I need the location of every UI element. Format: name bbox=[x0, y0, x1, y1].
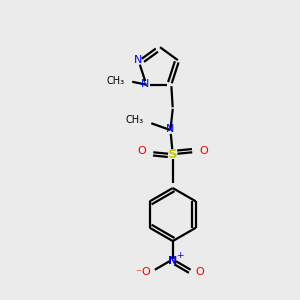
Text: S: S bbox=[168, 148, 178, 161]
Text: ⁻: ⁻ bbox=[135, 268, 141, 278]
Text: O: O bbox=[138, 146, 146, 156]
Text: N: N bbox=[134, 55, 142, 64]
Text: CH₃: CH₃ bbox=[106, 76, 124, 86]
Text: +: + bbox=[176, 251, 184, 260]
Text: O: O bbox=[199, 146, 208, 156]
Text: O: O bbox=[141, 267, 150, 277]
Text: N: N bbox=[168, 256, 178, 266]
Text: N: N bbox=[141, 79, 149, 89]
Text: O: O bbox=[196, 267, 204, 277]
Text: CH₃: CH₃ bbox=[126, 115, 144, 125]
Text: N: N bbox=[166, 124, 174, 134]
